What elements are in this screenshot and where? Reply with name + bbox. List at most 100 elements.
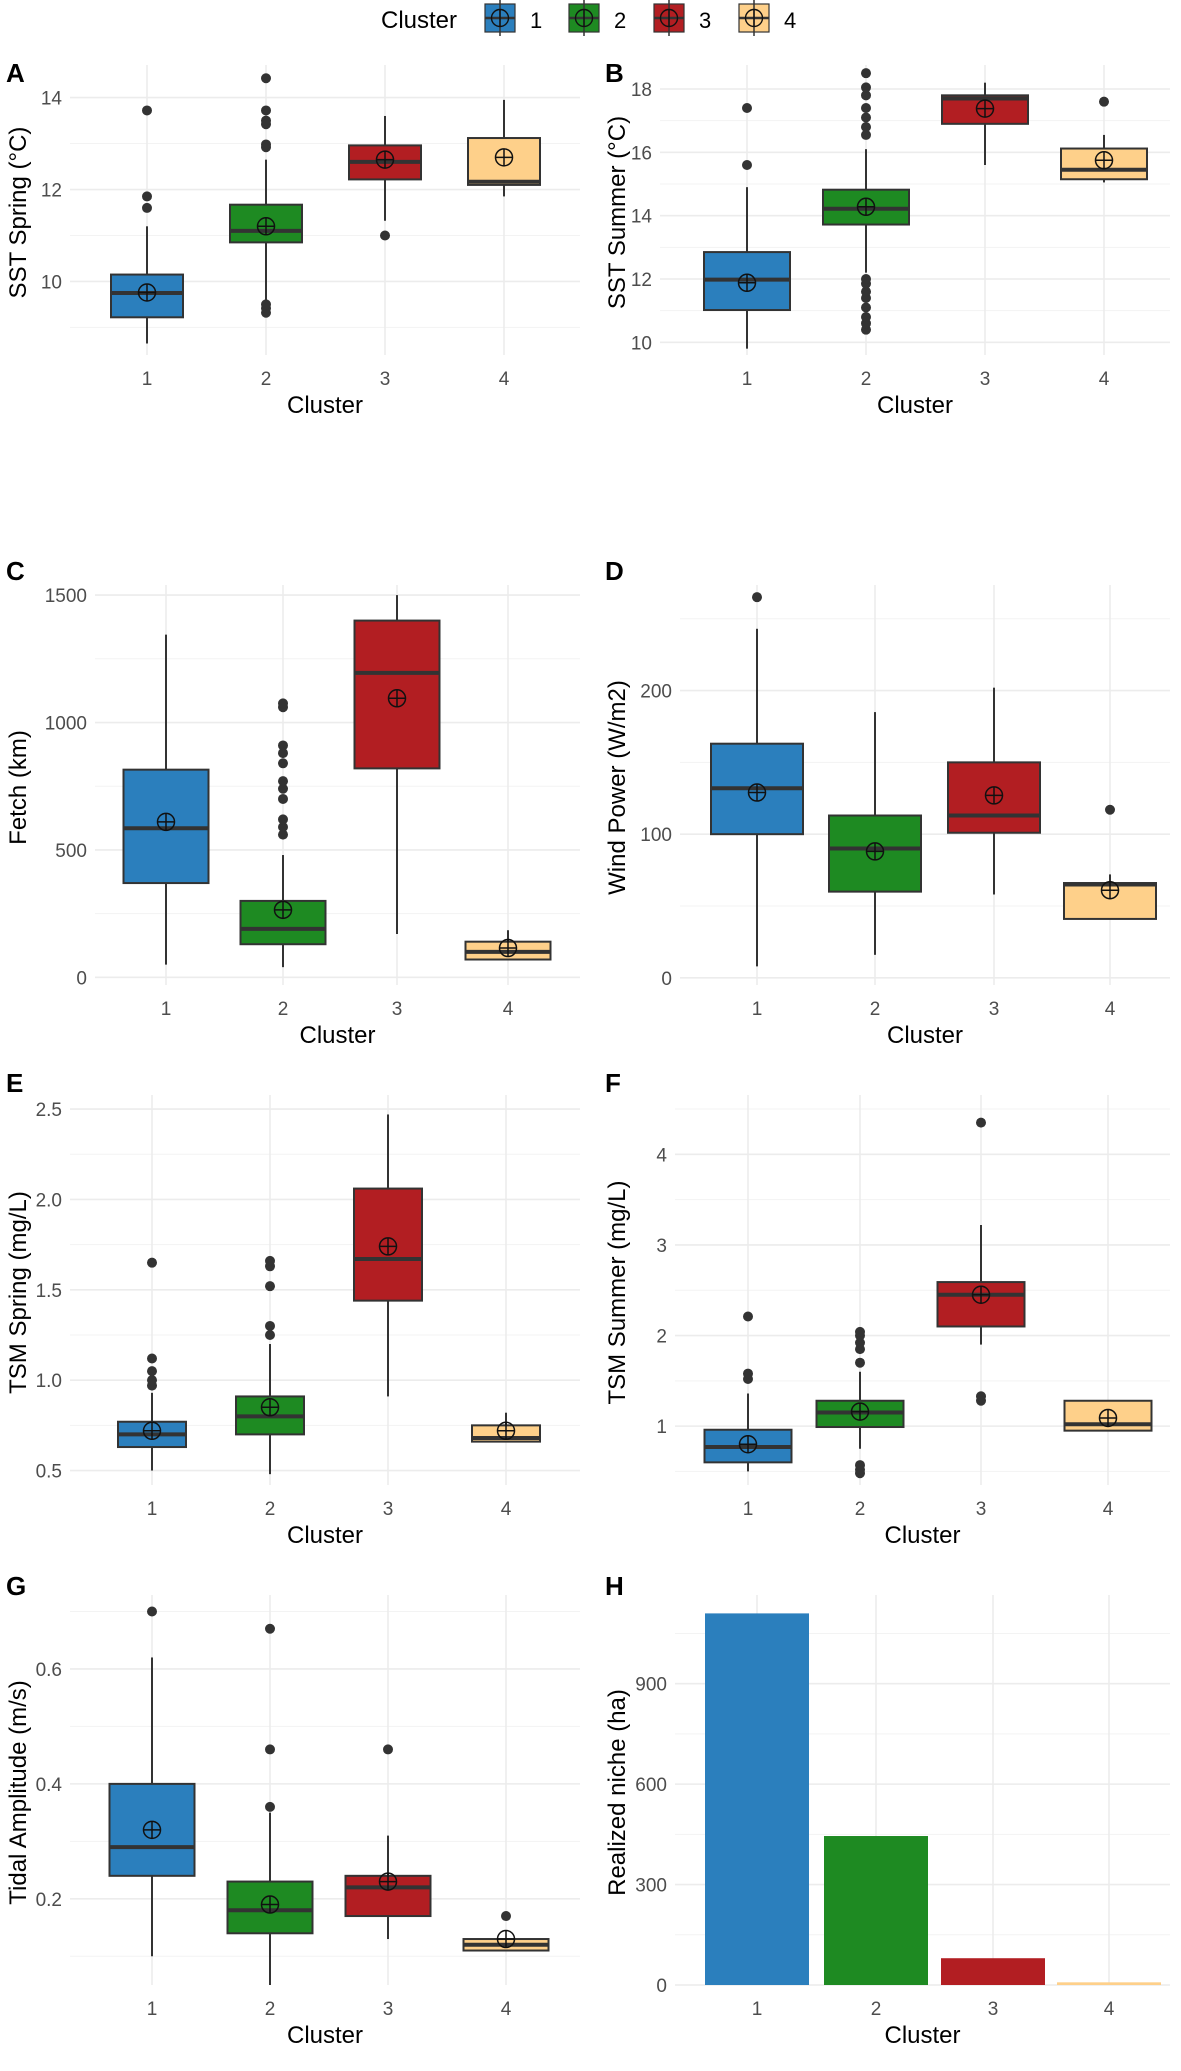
x-tick-label: 4 [501, 1999, 512, 2020]
x-tick-label: 1 [147, 1499, 158, 1520]
bar-cluster-2 [824, 1836, 928, 1985]
x-axis-title: Cluster [287, 1522, 363, 1549]
box-cluster-2 [226, 1623, 314, 1985]
outlier-point [261, 73, 271, 84]
box-cluster-3 [353, 1114, 423, 1397]
outlier-point [147, 1375, 157, 1386]
panel-label: C [6, 556, 25, 586]
outlier-point [142, 202, 152, 213]
x-tick-label: 2 [855, 1499, 866, 1520]
y-tick-label: 0 [656, 1976, 667, 1997]
x-tick-label: 4 [501, 1499, 512, 1520]
outlier-point [861, 68, 871, 79]
outlier-point [278, 740, 288, 751]
iqr-box [467, 137, 541, 186]
outlier-point [261, 139, 271, 150]
x-tick-label: 2 [870, 999, 881, 1020]
x-tick-label: 4 [1099, 369, 1110, 390]
x-tick-label: 3 [380, 369, 391, 390]
panel-d: D 0 100 200 1 2 3 4 Cluster Wind Power (W/m2) [604, 556, 1170, 1049]
x-tick-label: 1 [752, 999, 763, 1020]
outlier-point [501, 1911, 511, 1922]
outlier-point [265, 1320, 275, 1331]
y-tick-label: 12 [631, 270, 652, 291]
x-axis-title: Cluster [877, 392, 953, 419]
outlier-point [265, 1329, 275, 1340]
y-tick-label: 1 [656, 1417, 667, 1438]
x-tick-label: 4 [1103, 1499, 1114, 1520]
panel-f: F 1 2 3 4 1 2 3 4 Cluster TSM Summer (mg/L) [604, 1068, 1170, 1549]
outlier-point [1099, 96, 1109, 107]
y-axis-title: TSM Spring (mg/L) [5, 1191, 32, 1394]
x-axis-title: Cluster [287, 392, 363, 419]
outlier-point [278, 822, 288, 832]
outlier-point [855, 1337, 865, 1348]
outlier-point [861, 312, 871, 322]
outlier-point [861, 90, 871, 101]
panel-label: H [605, 1571, 624, 1601]
outlier-point [278, 783, 288, 794]
x-tick-label: 3 [392, 999, 403, 1020]
y-tick-label: 2.0 [36, 1190, 62, 1211]
bar-cluster-1 [705, 1613, 809, 1985]
box-cluster-2 [822, 68, 910, 335]
y-tick-label: 500 [55, 841, 87, 862]
panel-g: G 0.2 0.4 0.6 1 2 3 4 Cluster Tidal Amplitude (m/… [5, 1571, 580, 2049]
x-axis-title: Cluster [884, 1522, 960, 1549]
outlier-point [743, 1368, 753, 1379]
outlier-point [265, 1255, 275, 1266]
y-axis-title: Wind Power (W/m2) [604, 680, 631, 895]
box-cluster-3 [941, 82, 1029, 165]
box-cluster-4 [462, 1911, 550, 1952]
box-cluster-4 [464, 930, 552, 961]
y-tick-label: 100 [640, 825, 672, 846]
box-cluster-1 [110, 105, 184, 344]
y-tick-label: 3 [656, 1236, 667, 1257]
panel-label: F [605, 1068, 621, 1098]
box-cluster-4 [1060, 96, 1148, 183]
legend-label: 2 [614, 8, 626, 33]
outlier-point [861, 122, 871, 132]
outlier-point [855, 1326, 865, 1337]
box-cluster-4 [467, 99, 541, 197]
y-tick-label: 14 [41, 89, 63, 110]
outlier-point [861, 302, 871, 313]
x-tick-label: 4 [499, 369, 510, 390]
box-cluster-3 [344, 1744, 432, 1940]
x-tick-label: 3 [383, 1999, 394, 2020]
x-tick-label: 1 [161, 999, 172, 1020]
box-cluster-3 [936, 1117, 1026, 1406]
y-tick-label: 1500 [45, 586, 87, 607]
x-tick-label: 3 [383, 1499, 394, 1520]
outlier-point [278, 698, 288, 709]
outlier-point [861, 103, 871, 113]
legend-label: 1 [530, 8, 542, 33]
outlier-point [147, 1366, 157, 1377]
box-cluster-1 [703, 1311, 793, 1472]
box-cluster-2 [235, 1255, 305, 1475]
box-cluster-4 [1063, 1399, 1153, 1432]
outlier-point [278, 814, 288, 825]
y-tick-label: 0.2 [36, 1890, 62, 1911]
outlier-point [278, 793, 288, 804]
outlier-point [278, 829, 288, 840]
panel-label: G [6, 1571, 26, 1601]
outlier-point [265, 1744, 275, 1755]
outlier-point [742, 160, 752, 170]
box-cluster-2 [229, 73, 303, 318]
bar-cluster-3 [941, 1958, 1045, 1985]
x-tick-label: 2 [261, 369, 272, 390]
panel-label: E [6, 1068, 23, 1098]
y-tick-label: 1.5 [36, 1281, 62, 1302]
outlier-point [976, 1117, 986, 1128]
outlier-point [976, 1391, 986, 1402]
y-tick-label: 14 [631, 207, 653, 228]
x-tick-label: 2 [278, 999, 289, 1020]
panel-h: H 0 300 600 900 1 2 3 4 Cluster Realized niche (ha… [604, 1571, 1170, 2049]
outlier-point [743, 1311, 753, 1322]
box-cluster-1 [710, 592, 804, 967]
y-axis-title: Fetch (km) [5, 730, 32, 845]
y-tick-label: 10 [41, 272, 62, 293]
y-tick-label: 18 [631, 80, 652, 101]
panel-e: E 0.5 1.0 1.5 2.0 2.5 1 2 3 4 Cluster TSM Spring (m… [5, 1068, 580, 1549]
